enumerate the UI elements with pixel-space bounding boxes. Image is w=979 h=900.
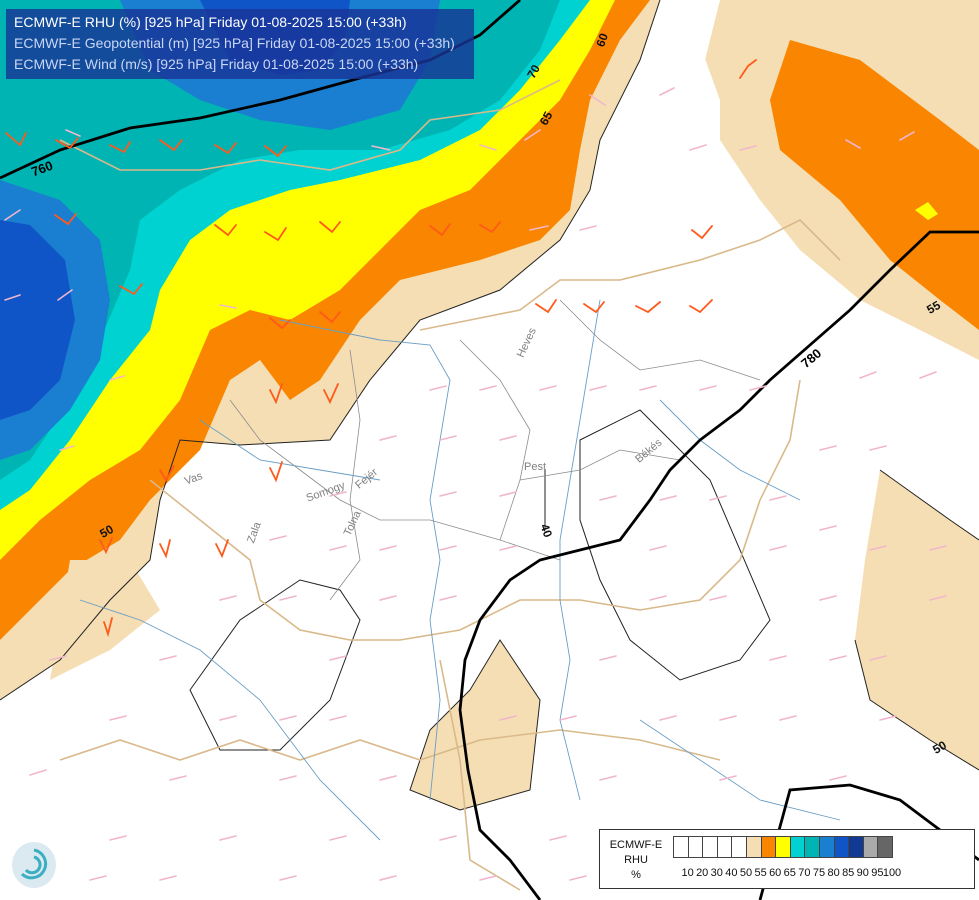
wind-barbs-light: [4, 87, 947, 881]
wind-barbs-orange: [5, 59, 757, 638]
legend-tick-label: 95: [871, 867, 884, 879]
logo-icon: [12, 842, 56, 888]
rhu-contour-label: 40: [537, 522, 555, 540]
county-borders: [229, 299, 761, 601]
rhu-contour-label: 65: [537, 109, 556, 128]
legend-title: ECMWF-E RHU %: [604, 838, 668, 883]
rhu-title: ECMWF-E RHU (%) [925 hPa] Friday 01-08-2…: [14, 14, 407, 30]
geopotential-label-760: 760: [29, 158, 55, 180]
legend-tick-label: 60: [769, 867, 782, 879]
legend-swatch: [833, 836, 850, 858]
legend-tick-label: 85: [842, 867, 855, 879]
color-legend: ECMWF-E RHU % 10 20 30 40 50 55 60 65 70 75 80 85 90…: [599, 829, 975, 889]
place-label: Pest: [524, 461, 546, 473]
legend-swatch: [848, 836, 864, 858]
legend-swatch: [745, 836, 762, 858]
legend-swatch: [760, 836, 777, 858]
rhu-contour-label: 60: [593, 31, 611, 49]
legend-tick-label: 10: [681, 867, 694, 879]
rhu-band-85: [0, 220, 75, 420]
legend-swatch: [818, 836, 835, 858]
legend-swatch: [862, 836, 879, 858]
place-label: Vas: [183, 470, 205, 488]
rhu-band-55-southeast: [855, 470, 979, 770]
rhu-band-75: [0, 0, 560, 480]
legend-tick-label: 75: [812, 867, 826, 879]
geopotential-title: ECMWF-E Geopotential (m) [925 hPa] Frida…: [14, 35, 455, 51]
legend-tick-label: 80: [827, 867, 840, 879]
rhu-contour-label: 50: [97, 522, 116, 541]
country-borders: [59, 79, 841, 891]
legend-tick-label: 40: [725, 867, 738, 879]
legend-tick-label: 90: [856, 867, 869, 879]
legend-swatch: [789, 836, 806, 858]
rhu-contours: [0, 0, 979, 811]
rhu-contour-label: 70: [524, 62, 543, 81]
legend-swatch: [687, 836, 704, 858]
rhu-band-60-east: [770, 40, 979, 330]
legend-title-model: ECMWF-E: [609, 839, 663, 851]
legend-swatch: [716, 836, 733, 858]
map-title-box: ECMWF-E RHU (%) [925 hPa] Friday 01-08-2…: [6, 9, 474, 79]
legend-tick-label: 30: [710, 867, 723, 879]
legend-ticks: 10 20 30 40 50 55 60 65 70 75 80 85 90 95 100: [673, 867, 973, 881]
legend-tick-label: 55: [754, 867, 767, 879]
legend-swatch: [877, 836, 893, 858]
legend-tick-label: 65: [783, 867, 796, 879]
rhu-band-55-south: [410, 640, 540, 810]
rhu-contour-label: 50: [930, 738, 949, 757]
legend-swatch: [702, 836, 718, 858]
wind-title: ECMWF-E Wind (m/s) [925 hPa] Friday 01-0…: [14, 56, 419, 72]
legend-swatch: [731, 836, 747, 858]
legend-title-unit: %: [631, 869, 641, 881]
no-data-white: [630, 45, 720, 220]
legend-title-variable: RHU: [624, 854, 648, 866]
legend-swatches: [673, 836, 893, 858]
legend-tick-label: 100: [882, 867, 902, 879]
legend-swatch: [804, 836, 820, 858]
rhu-band-65-east: [915, 202, 938, 220]
legend-swatch: [775, 836, 791, 858]
legend-tick-label: 20: [696, 867, 709, 879]
rhu-band-55-southwest: [50, 560, 160, 680]
legend-tick-label: 50: [739, 867, 753, 879]
rhu-contour-label: 55: [924, 298, 943, 317]
legend-tick-label: 70: [798, 867, 811, 879]
legend-swatch: [673, 836, 689, 858]
